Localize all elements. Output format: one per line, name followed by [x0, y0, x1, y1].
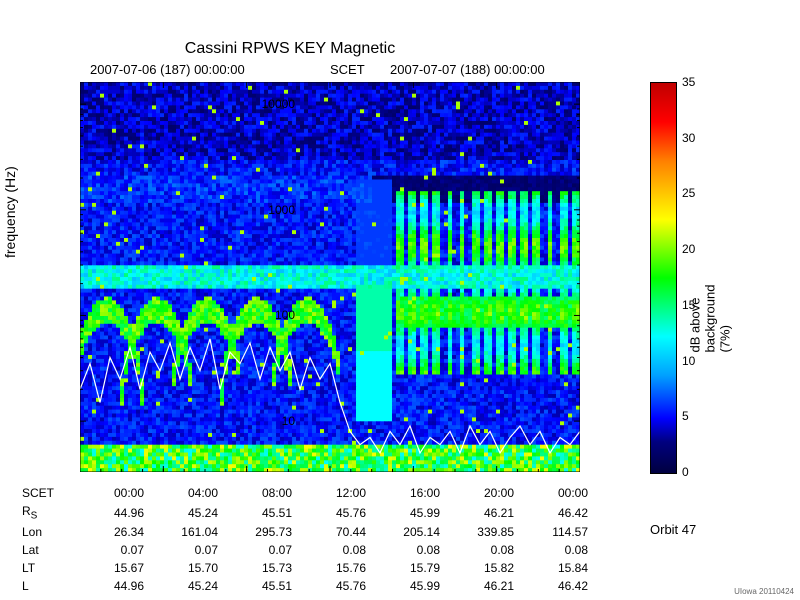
- xaxis-cell: 45.76: [294, 503, 366, 522]
- y-axis-label: frequency (Hz): [2, 166, 18, 258]
- xaxis-row-label: Lat: [22, 542, 70, 558]
- xaxis-cell: 45.51: [220, 503, 292, 522]
- xaxis-cell: 46.21: [442, 503, 514, 522]
- xaxis-cell: 20:00: [442, 485, 514, 501]
- xaxis-cell: 295.73: [220, 524, 292, 540]
- xaxis-cell: 339.85: [442, 524, 514, 540]
- xaxis-cell: 00:00: [516, 485, 588, 501]
- xaxis-cell: 15.70: [146, 560, 218, 576]
- spectrogram-plot: [80, 82, 580, 472]
- xaxis-cell: 114.57: [516, 524, 588, 540]
- xaxis-cell: 15.73: [220, 560, 292, 576]
- xaxis-cell: 46.42: [516, 503, 588, 522]
- spectrogram-svg: [80, 82, 580, 472]
- xaxis-cell: 45.51: [220, 578, 292, 594]
- orbit-label: Orbit 47: [650, 522, 696, 537]
- xaxis-cell: 0.07: [72, 542, 144, 558]
- xaxis-cell: 15.84: [516, 560, 588, 576]
- xaxis-row-label: LT: [22, 560, 70, 576]
- colorbar: [650, 82, 677, 474]
- xaxis-cell: 44.96: [72, 503, 144, 522]
- xaxis-cell: 08:00: [220, 485, 292, 501]
- xaxis-cell: 0.08: [516, 542, 588, 558]
- xaxis-row-label: L: [22, 578, 70, 594]
- xaxis-cell: 46.42: [516, 578, 588, 594]
- xaxis-cell: 00:00: [72, 485, 144, 501]
- colorbar-tick: 0: [682, 465, 689, 479]
- xaxis-cell: 45.24: [146, 503, 218, 522]
- xaxis-cell: 15.76: [294, 560, 366, 576]
- xaxis-cell: 04:00: [146, 485, 218, 501]
- xaxis-cell: 0.08: [368, 542, 440, 558]
- x-axis-table: SCET00:0004:0008:0012:0016:0020:0000:00R…: [20, 483, 590, 596]
- xaxis-cell: 45.24: [146, 578, 218, 594]
- xaxis-cell: 45.99: [368, 578, 440, 594]
- colorbar-tick: 10: [682, 354, 695, 368]
- xaxis-row-label: RS: [22, 503, 70, 522]
- xaxis-cell: 45.76: [294, 578, 366, 594]
- xaxis-row-label: SCET: [22, 485, 70, 501]
- colorbar-tick: 20: [682, 242, 695, 256]
- colorbar-tick: 35: [682, 75, 695, 89]
- colorbar-svg: [651, 83, 676, 473]
- colorbar-tick: 15: [682, 298, 695, 312]
- y-tick-label: 100: [245, 308, 295, 322]
- xaxis-cell: 70.44: [294, 524, 366, 540]
- xaxis-cell: 15.67: [72, 560, 144, 576]
- xaxis-row-label: Lon: [22, 524, 70, 540]
- chart-container: Cassini RPWS KEY Magnetic 2007-07-06 (18…: [0, 0, 800, 600]
- y-tick-label: 10: [245, 414, 295, 428]
- xaxis-cell: 0.08: [294, 542, 366, 558]
- xaxis-cell: 12:00: [294, 485, 366, 501]
- y-tick-label: 1000: [245, 203, 295, 217]
- xaxis-cell: 44.96: [72, 578, 144, 594]
- chart-title: Cassini RPWS KEY Magnetic: [0, 40, 580, 58]
- xaxis-cell: 0.07: [146, 542, 218, 558]
- subtitle-left: 2007-07-06 (187) 00:00:00: [90, 62, 245, 77]
- subtitle-right: 2007-07-07 (188) 00:00:00: [390, 62, 545, 77]
- xaxis-cell: 15.79: [368, 560, 440, 576]
- xaxis-cell: 45.99: [368, 503, 440, 522]
- subtitle-mid: SCET: [330, 62, 365, 77]
- xaxis-cell: 15.82: [442, 560, 514, 576]
- y-tick-label: 10000: [245, 97, 295, 111]
- xaxis-cell: 205.14: [368, 524, 440, 540]
- xaxis-cell: 16:00: [368, 485, 440, 501]
- colorbar-tick: 30: [682, 131, 695, 145]
- colorbar-tick: 5: [682, 409, 689, 423]
- xaxis-cell: 0.08: [442, 542, 514, 558]
- xaxis-cell: 0.07: [220, 542, 292, 558]
- xaxis-cell: 26.34: [72, 524, 144, 540]
- footer-text: UIowa 20110424: [734, 587, 794, 596]
- xaxis-cell: 46.21: [442, 578, 514, 594]
- colorbar-tick: 25: [682, 186, 695, 200]
- xaxis-cell: 161.04: [146, 524, 218, 540]
